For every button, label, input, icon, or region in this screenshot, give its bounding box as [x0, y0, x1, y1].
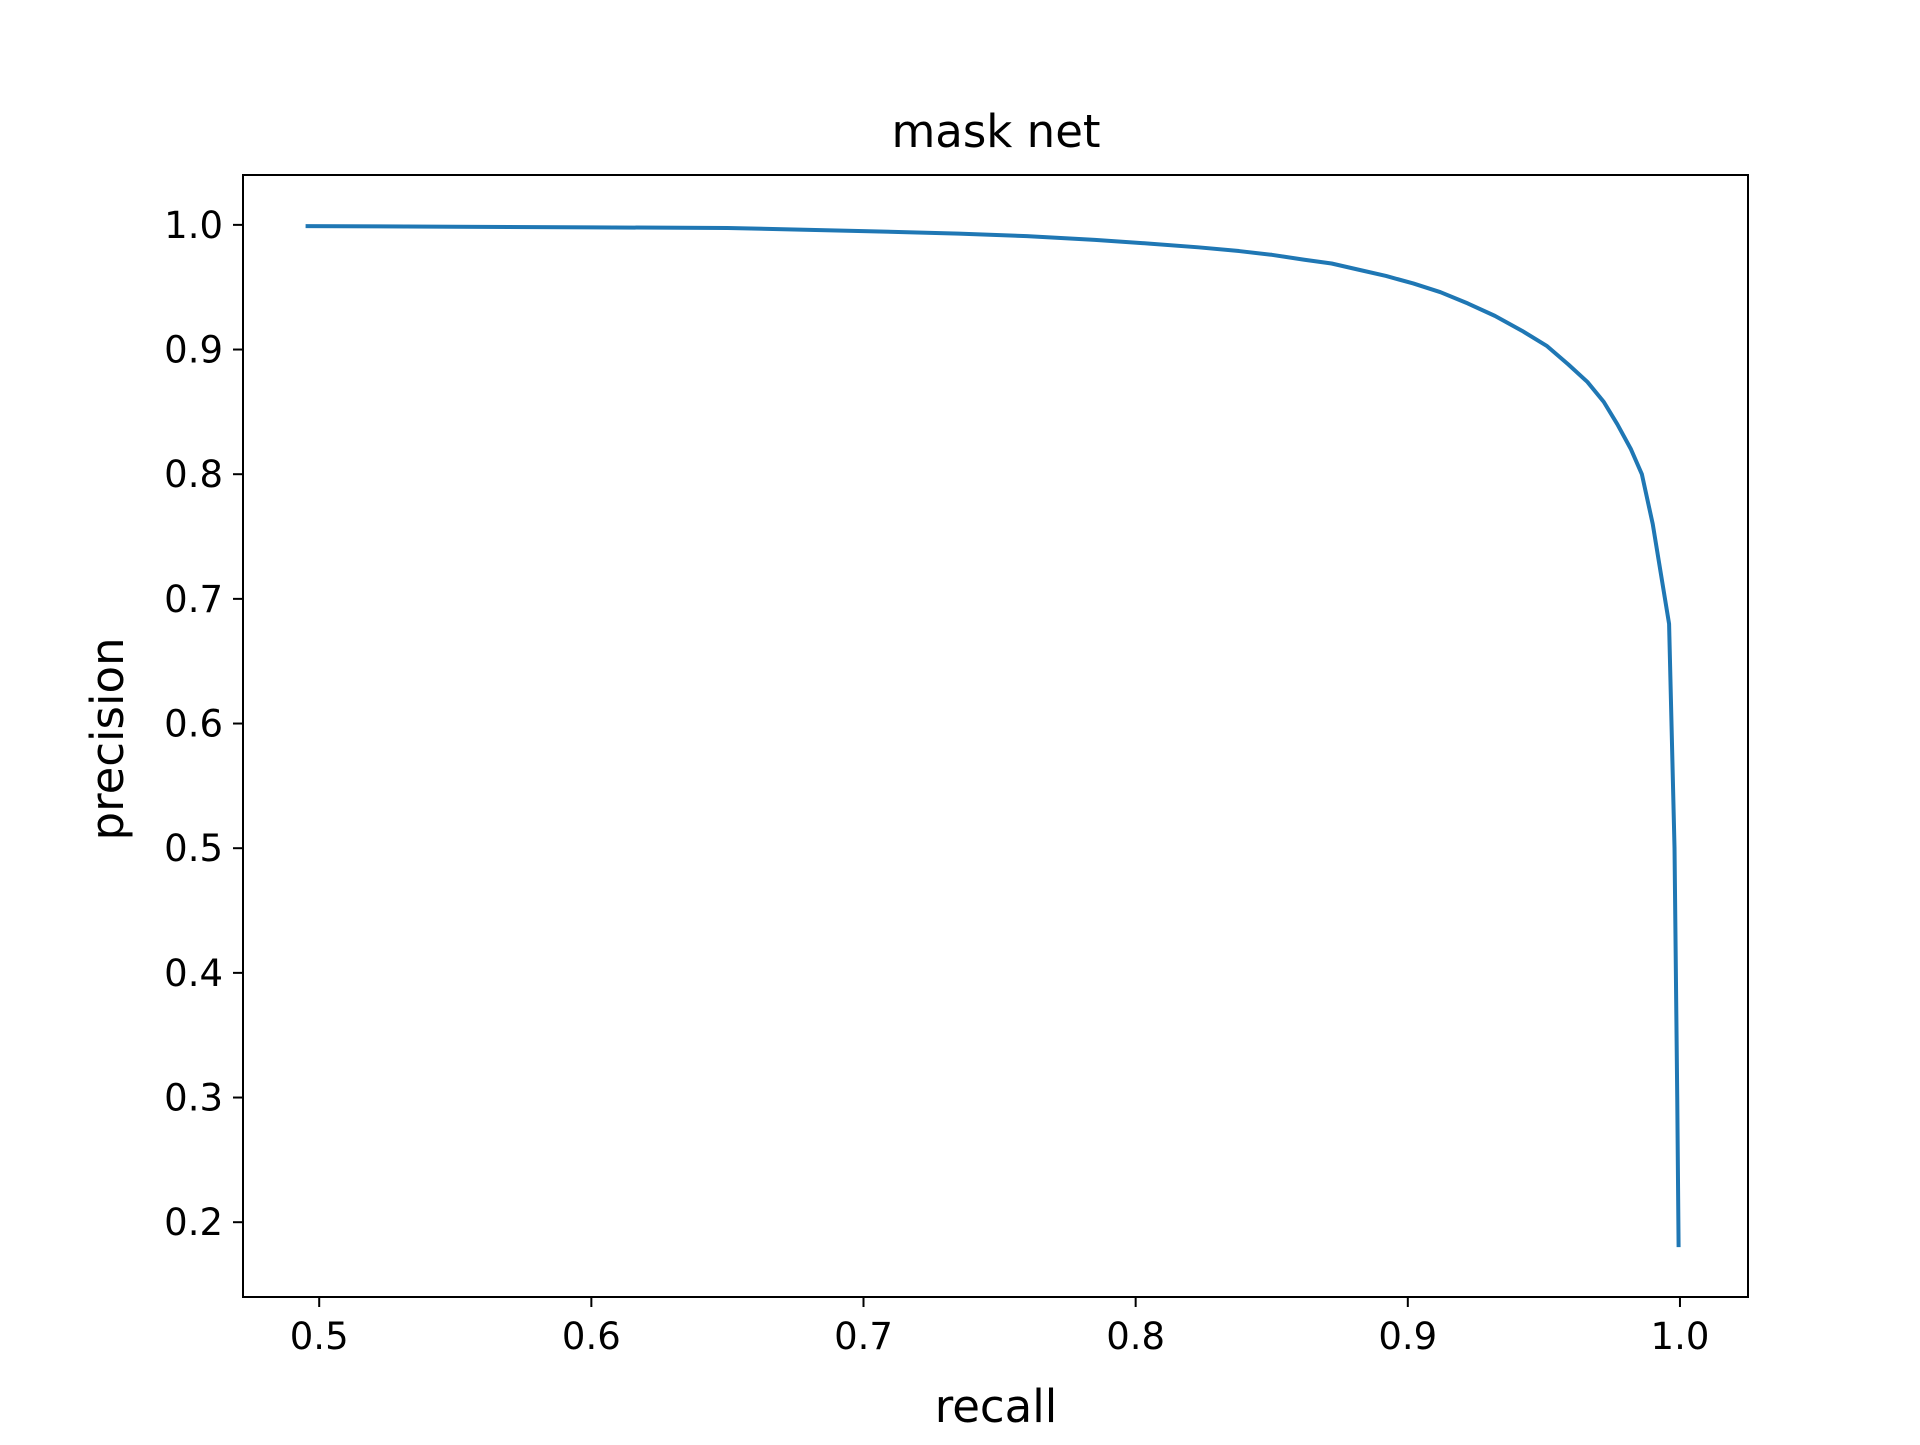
y-tick-label: 0.8 — [164, 453, 223, 496]
chart-title: mask net — [891, 105, 1100, 158]
y-axis-label: precision — [81, 637, 134, 840]
y-tick-label: 0.5 — [164, 827, 223, 870]
y-tick-label: 0.6 — [164, 703, 223, 746]
series-line-0 — [305, 224, 1681, 1248]
y-tick-label: 1.0 — [164, 204, 223, 247]
x-tick-label: 0.9 — [1378, 1315, 1437, 1358]
y-tick-label: 0.7 — [164, 578, 223, 621]
y-tick-label: 0.2 — [164, 1201, 223, 1244]
plot-area — [305, 224, 1681, 1248]
x-tick-label: 1.0 — [1651, 1315, 1710, 1358]
y-tick-label: 0.4 — [164, 952, 223, 995]
x-axis: 0.5 0.6 0.7 0.8 0.9 1.0 — [290, 1297, 1710, 1358]
plot-frame — [242, 174, 1749, 1298]
y-tick-label: 0.3 — [164, 1077, 223, 1120]
x-axis-label: recall — [935, 1380, 1058, 1433]
y-axis: 0.2 0.3 0.4 0.5 0.6 0.7 0.8 0.9 1.0 — [164, 204, 243, 1244]
x-tick-label: 0.7 — [834, 1315, 893, 1358]
x-tick-label: 0.6 — [562, 1315, 621, 1358]
x-tick-label: 0.8 — [1106, 1315, 1165, 1358]
x-tick-label: 0.5 — [290, 1315, 349, 1358]
y-tick-label: 0.9 — [164, 329, 223, 372]
